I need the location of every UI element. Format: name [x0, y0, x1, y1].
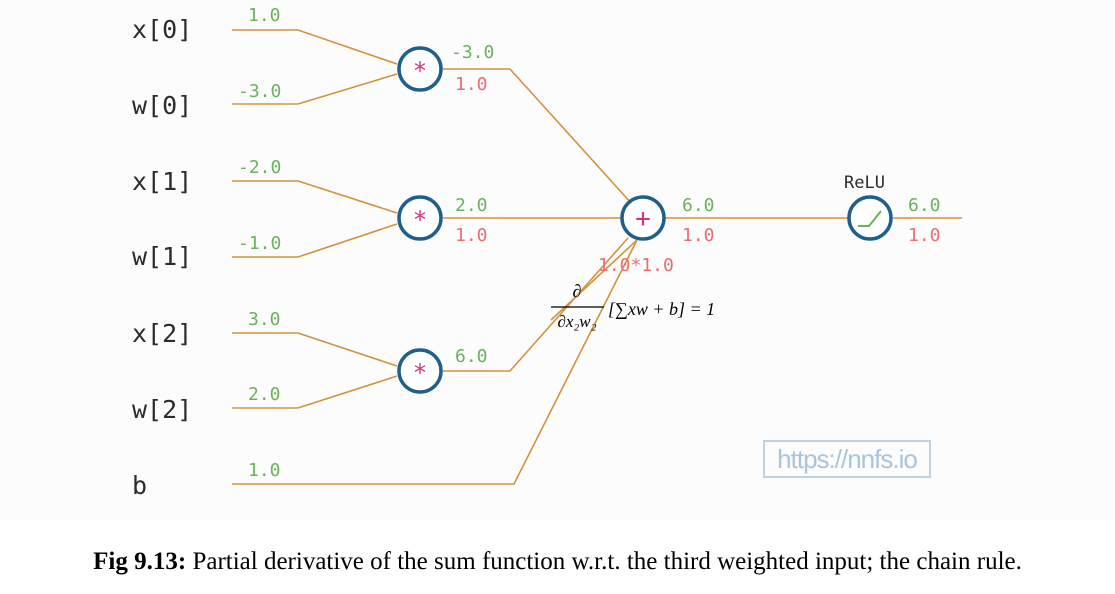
sum-node: +	[620, 195, 666, 241]
caption-text: Partial derivative of the sum function w…	[186, 548, 1022, 575]
edge-x1	[232, 180, 398, 214]
mul0-forward: -3.0	[451, 42, 494, 63]
relu-gradient: 1.0	[908, 225, 941, 246]
input-label-x2: x[2]	[132, 319, 192, 348]
relu-label: ReLU	[844, 173, 885, 193]
mul0-gradient: 1.0	[455, 74, 488, 95]
derivative-denominator: ∂x₂w₂	[557, 312, 596, 331]
mul-node-1: *	[397, 195, 443, 241]
mul-node-0-symbol: *	[413, 57, 427, 85]
input-labels: x[0] w[0] x[1] w[1] x[2] w[2] b	[132, 15, 192, 500]
input-value-w2: 2.0	[248, 384, 281, 405]
input-label-w1: w[1]	[132, 242, 192, 271]
input-value-b: 1.0	[248, 460, 281, 481]
edge-x0	[232, 29, 398, 65]
input-label-b: b	[132, 471, 147, 500]
caption-label: Fig 9.13:	[93, 548, 187, 575]
input-label-w2: w[2]	[132, 395, 192, 424]
edge-bias-sum	[232, 239, 638, 485]
mul-node-1-symbol: *	[413, 206, 427, 234]
edge-w0	[232, 73, 398, 105]
edge-mul0-sum	[443, 68, 633, 205]
graph-edges	[232, 29, 962, 485]
input-values: 1.0 -3.0 -2.0 -1.0 3.0 2.0 1.0	[238, 5, 281, 481]
derivative-expression: [∑xw + b] = 1	[608, 299, 715, 319]
input-label-w0: w[0]	[132, 91, 192, 120]
input-label-x1: x[1]	[132, 167, 192, 196]
derivative-numerator: ∂	[573, 281, 582, 301]
sum-gradient: 1.0	[682, 225, 715, 246]
relu-curve-icon	[858, 210, 882, 227]
computational-graph: * * * + x[0] w[0] x[1] w[1] x[2] w[2] b …	[132, 5, 962, 500]
mul2-forward: 6.0	[455, 346, 488, 367]
sum-forward: 6.0	[682, 195, 715, 216]
edge-w2	[232, 375, 398, 409]
input-label-x0: x[0]	[132, 15, 192, 44]
edge-mul2-sum	[443, 237, 629, 372]
derivative-formula: ∂ ∂x₂w₂ [∑xw + b] = 1	[551, 281, 715, 331]
mul1-forward: 2.0	[455, 195, 488, 216]
edge-w1	[232, 223, 398, 258]
mul1-gradient: 1.0	[455, 225, 488, 246]
sum-node-symbol: +	[635, 204, 651, 234]
watermark-text: https://nnfs.io	[777, 444, 918, 474]
relu-node	[847, 195, 893, 241]
edge-x2	[232, 332, 398, 367]
input-value-x0: 1.0	[248, 5, 281, 26]
figure-caption: Fig 9.13: Partial derivative of the sum …	[0, 548, 1115, 576]
relu-forward: 6.0	[908, 195, 941, 216]
mul-node-0: *	[397, 46, 443, 92]
input-value-w1: -1.0	[238, 233, 281, 254]
node-values: -3.0 1.0 2.0 1.0 6.0 6.0 1.0 1.0*1.0 6.0…	[451, 42, 941, 367]
diagram-panel	[0, 0, 1115, 520]
input-value-w0: -3.0	[238, 81, 281, 102]
input-value-x1: -2.0	[238, 157, 281, 178]
input-value-x2: 3.0	[248, 309, 281, 330]
watermark-logo: https://nnfs.io	[763, 440, 931, 478]
mul-node-2: *	[397, 348, 443, 394]
mul-node-2-symbol: *	[413, 359, 427, 387]
sum-chain-product: 1.0*1.0	[598, 255, 674, 276]
